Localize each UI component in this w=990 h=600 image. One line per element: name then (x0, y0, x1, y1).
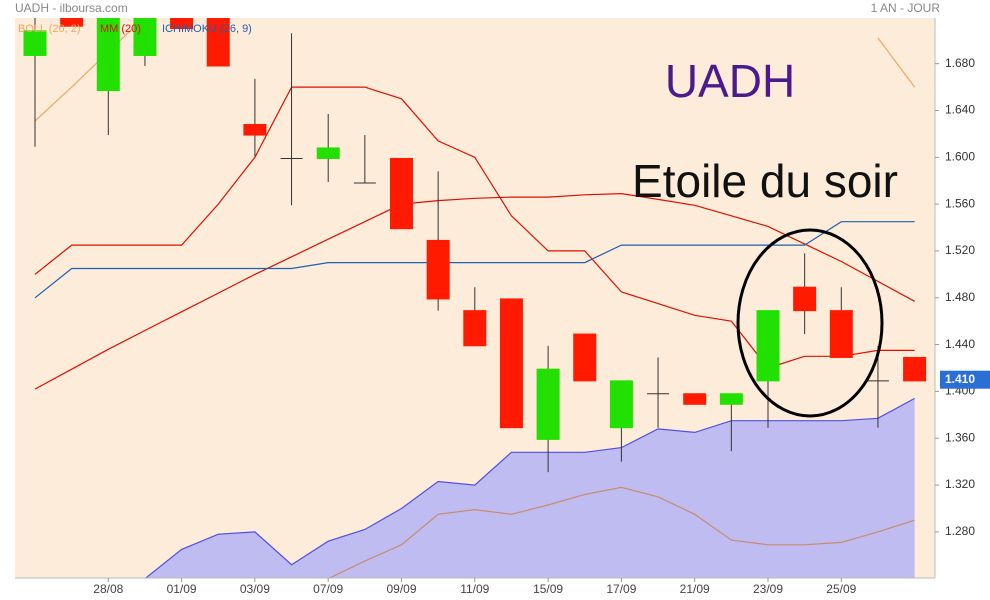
last-price-label: 1.410 (945, 372, 975, 386)
last-price-box (940, 370, 990, 389)
y-tick-label: 1.480 (945, 290, 975, 304)
x-tick-label: 07/09 (313, 582, 343, 596)
highlight-ellipse (736, 228, 884, 418)
indicator-line (34, 192, 915, 390)
candle-body (463, 310, 487, 347)
chart-title: UADH (665, 55, 795, 107)
candle-body (60, 18, 84, 27)
cloud-area (108, 398, 915, 578)
header-source: UADH - ilboursa.com (15, 1, 128, 15)
candle-body (316, 147, 340, 159)
candle-body (390, 157, 413, 230)
legend-entry: ICHIMOKU (26, 9) (162, 23, 252, 35)
x-tick-label: 21/09 (680, 582, 710, 596)
candle-body (96, 18, 120, 92)
indicator-line (144, 397, 915, 578)
y-tick-label: 1.520 (945, 243, 975, 257)
y-tick-label: 1.320 (945, 477, 975, 491)
annotation: Etoile du soir (632, 155, 898, 207)
candle-body (206, 18, 230, 67)
candle-body (499, 298, 523, 429)
x-tick-label: 11/09 (460, 582, 489, 596)
indicator-line (34, 221, 915, 299)
x-tick-label: 25/09 (826, 582, 856, 596)
candle-body (609, 380, 633, 429)
candle-body (829, 310, 853, 358)
header-period: 1 AN - JOUR (871, 1, 941, 15)
x-tick-label: 09/09 (386, 582, 416, 596)
x-tick-label: 28/08 (93, 582, 123, 596)
plot (23, 18, 927, 578)
candle-body (426, 239, 450, 300)
candle-body (756, 310, 780, 382)
candle-body (573, 333, 597, 382)
candle-body (133, 18, 157, 56)
y-tick-label: 1.280 (945, 524, 975, 538)
y-tick-label: 1.640 (945, 103, 975, 117)
candle-body (170, 18, 194, 30)
y-tick-label: 1.360 (945, 430, 975, 444)
candle-body (903, 356, 927, 382)
candle-body (536, 368, 560, 440)
y-tick-label: 1.560 (945, 196, 975, 210)
y-tick-label: 1.440 (945, 337, 975, 351)
x-tick-label: 01/09 (167, 582, 197, 596)
legend-entry: MM (20) (100, 23, 141, 35)
candle-body (719, 393, 743, 405)
legend-entry: BOLL (20, 2) (18, 23, 81, 35)
x-tick-label: 17/09 (606, 582, 636, 596)
candle-body (683, 393, 707, 405)
candle-body (243, 124, 267, 136)
candle-body (23, 30, 47, 56)
indicator-line (328, 486, 915, 578)
indicator-line (34, 18, 916, 122)
y-tick-label: 1.680 (945, 56, 975, 70)
y-tick-label: 1.600 (945, 149, 975, 163)
x-tick-label: 15/09 (533, 582, 563, 596)
x-tick-label: 03/09 (240, 582, 270, 596)
candle-body (793, 286, 817, 312)
x-tick-label: 23/09 (753, 582, 783, 596)
